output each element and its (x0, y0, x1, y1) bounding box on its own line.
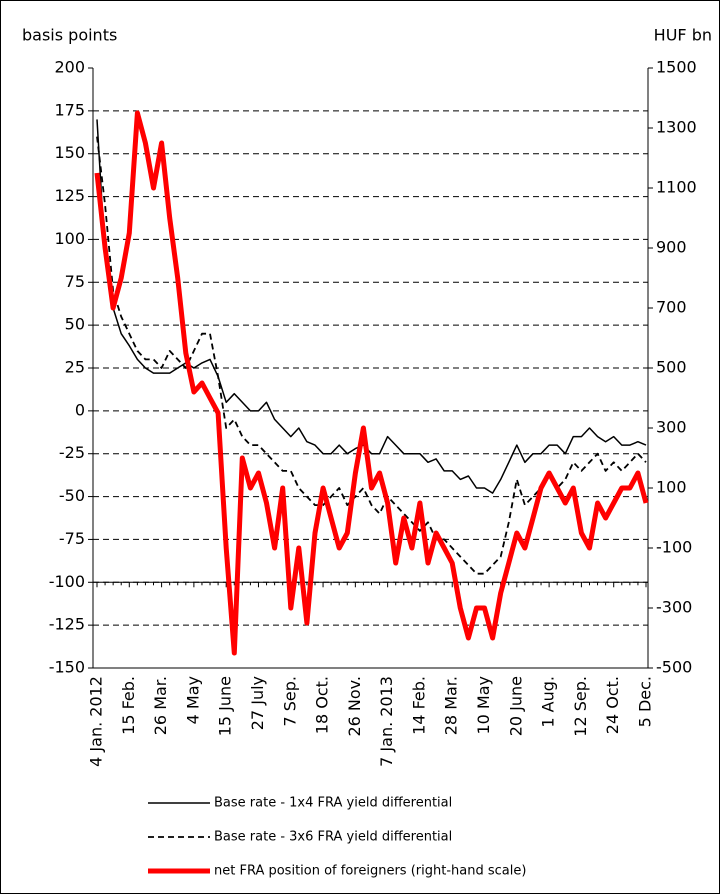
y-tick-label: 100 (54, 229, 85, 248)
y2-tick-label: -500 (656, 658, 692, 677)
y2-tick-label: 700 (656, 298, 687, 317)
y2-tick-label: 1300 (656, 118, 697, 137)
legend: Base rate - 1x4 FRA yield differential Ba… (148, 796, 526, 879)
y-tick-label: -100 (49, 572, 85, 591)
x-tick-label: 24 Oct. (603, 676, 622, 734)
y-tick-label: -150 (49, 658, 85, 677)
x-tick-label: 14 Feb. (409, 676, 428, 735)
legend-label: Base rate - 1x4 FRA yield differential (214, 796, 452, 811)
x-tick-label: 20 June (506, 676, 525, 736)
x-tick-label: 18 Oct. (313, 676, 332, 734)
y-tick-label: -125 (49, 615, 85, 634)
y2-tick-label: 1100 (656, 178, 697, 197)
x-tick-label: 15 June (216, 676, 235, 736)
y-tick-label: -25 (59, 443, 85, 462)
x-tick-label: 12 Sep. (571, 676, 590, 737)
y2-tick-label: 900 (656, 238, 687, 257)
x-tick-label: 26 Mar. (151, 676, 170, 735)
y2-tick-label: 1500 (656, 58, 697, 77)
x-tick-label: 7 Jan. 2013 (377, 676, 396, 767)
y2-tick-label: 100 (656, 478, 687, 497)
x-tick-label: 4 Jan. 2012 (87, 676, 106, 767)
x-tick-label: 28 Mar. (442, 676, 461, 735)
x-tick-label: 27 July (248, 676, 267, 730)
y2-axis-label: HUF bn (654, 26, 712, 45)
legend-label: Base rate - 3x6 FRA yield differential (214, 830, 452, 845)
x-tick-label: 10 May (474, 676, 493, 735)
y-tick-label: -75 (59, 529, 85, 548)
x-tick-label: 5 Dec. (636, 676, 655, 727)
y-tick-label: 25 (65, 358, 85, 377)
y-tick-label: 175 (54, 100, 85, 119)
y-tick-label: 125 (54, 186, 85, 205)
y-tick-label: 0 (75, 400, 85, 419)
x-tick-label: 4 May (183, 676, 202, 724)
y2-tick-label: 300 (656, 418, 687, 437)
y-tick-label: 150 (54, 143, 85, 162)
y2-tick-label: -300 (656, 598, 692, 617)
y-tick-label: 75 (65, 272, 85, 291)
y2-tick-label: -100 (656, 538, 692, 557)
y-axis-label: basis points (22, 26, 117, 45)
x-tick-label: 15 Feb. (119, 676, 138, 735)
x-tick-label: 1 Aug. (539, 676, 558, 728)
legend-label: net FRA position of foreigners (right-ha… (214, 864, 526, 879)
x-tick-label: 26 Nov. (345, 676, 364, 737)
y2-tick-label: 500 (656, 358, 687, 377)
y-tick-label: 200 (54, 58, 85, 77)
y-tick-label: -50 (59, 486, 85, 505)
series-line (94, 110, 649, 656)
y-tick-label: 50 (65, 315, 85, 334)
x-tick-label: 7 Sep. (280, 676, 299, 727)
